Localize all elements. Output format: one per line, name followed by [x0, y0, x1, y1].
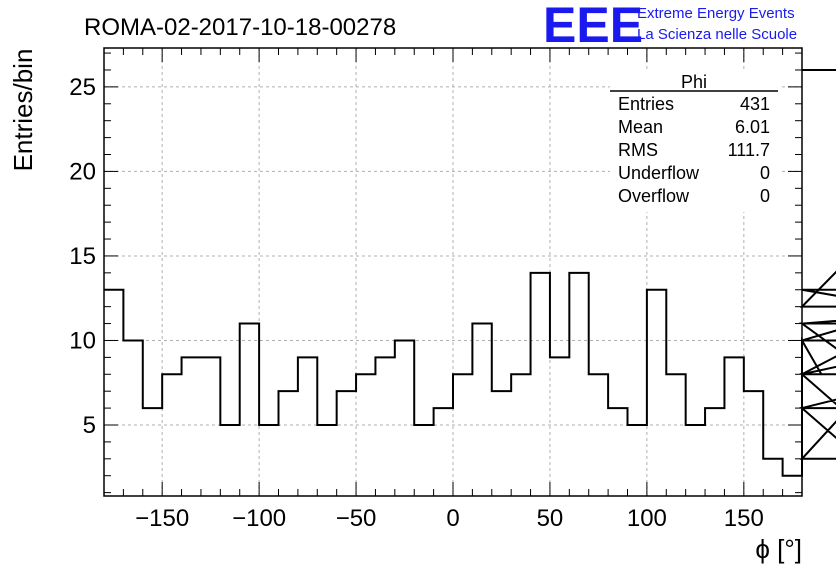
histogram-bin: [279, 391, 298, 496]
stats-row-value: 431: [740, 94, 770, 114]
histogram-bin: [511, 374, 530, 496]
histogram-bin: [240, 324, 259, 496]
histogram-bin: [434, 408, 453, 496]
x-tick-label: 150: [724, 505, 764, 532]
histogram-bin: [162, 374, 181, 496]
histogram-bin: [724, 357, 743, 496]
y-tick-label: 5: [83, 412, 96, 439]
x-axis-label: ϕ [°]: [755, 534, 802, 564]
stats-row-label: Entries: [618, 94, 674, 114]
histogram-bin: [298, 357, 317, 496]
histogram-bin: [143, 408, 162, 496]
histogram-outline: [104, 68, 836, 477]
eee-logo-line1: Extreme Energy Events: [637, 5, 795, 22]
stats-row-label: RMS: [618, 140, 658, 160]
y-tick-label: 25: [69, 74, 96, 101]
eee-logo-mark: EEE: [543, 0, 643, 53]
stats-box-bg: [610, 72, 780, 212]
histogram-bin: [628, 425, 647, 496]
stats-row-value: 6.01: [735, 117, 770, 137]
eee-logo: EEE Extreme Energy Events La Scienza nel…: [543, 0, 797, 53]
histogram-bin: [472, 324, 491, 496]
histogram-bin: [104, 290, 123, 496]
histogram-bin: [589, 374, 608, 496]
stats-rows: Entries 431 Mean 6.01 RMS 111.7 Underflow 0 Over…: [618, 94, 770, 206]
ticks-layer: −150 −100 −50 0 50 100 150 5 10 15 20 25: [69, 48, 803, 532]
stats-box-title: Phi: [681, 72, 707, 92]
histogram-bin: [414, 425, 433, 496]
histogram-bin: [492, 391, 511, 496]
x-tick-label: 50: [537, 505, 564, 532]
histogram-bin: [686, 425, 705, 496]
x-tick-label: −100: [232, 505, 286, 532]
histogram-bin: [220, 425, 239, 496]
histogram-bin: [375, 357, 394, 496]
histogram-bin: [569, 273, 588, 496]
stats-row-label: Overflow: [618, 186, 690, 206]
histogram-layer: [104, 68, 836, 496]
stats-row-label: Underflow: [618, 163, 700, 183]
stats-box: Phi Entries 431 Mean 6.01 RMS 111.7 Underflow 0…: [610, 72, 780, 212]
x-tick-label: 0: [446, 505, 459, 532]
chart-title: ROMA-02-2017-10-18-00278: [84, 14, 396, 41]
stats-row-value: 111.7: [728, 140, 770, 160]
histogram-bin: [647, 290, 666, 496]
y-axis-label: Entries/bin: [8, 49, 38, 172]
histogram-bin: [182, 357, 201, 496]
x-tick-label: −50: [336, 505, 377, 532]
eee-logo-line2: La Scienza nelle Scuole: [637, 26, 797, 43]
histogram-bin: [317, 425, 336, 496]
histogram-bin: [201, 357, 220, 496]
histogram-bin: [744, 391, 763, 496]
y-tick-label: 20: [69, 158, 96, 185]
histogram-bin: [531, 273, 550, 496]
x-tick-label: 100: [627, 505, 667, 532]
histogram-bin: [550, 357, 569, 496]
histogram-bin: [337, 391, 356, 496]
x-tick-label: −150: [135, 505, 189, 532]
histogram-bin: [608, 408, 627, 496]
stats-row-label: Mean: [618, 117, 663, 137]
histogram-bin: [453, 374, 472, 496]
histogram-bin: [356, 374, 375, 496]
histogram-bin: [259, 425, 278, 496]
histogram-bin: [395, 340, 414, 496]
histogram-bin: [666, 374, 685, 496]
stats-row-value: 0: [760, 163, 770, 183]
y-tick-label: 10: [69, 327, 96, 354]
histogram-bin: [763, 459, 782, 496]
histogram-bin: [123, 340, 142, 496]
y-tick-label: 15: [69, 243, 96, 270]
stats-row-value: 0: [760, 186, 770, 206]
histogram-bin: [705, 408, 724, 496]
